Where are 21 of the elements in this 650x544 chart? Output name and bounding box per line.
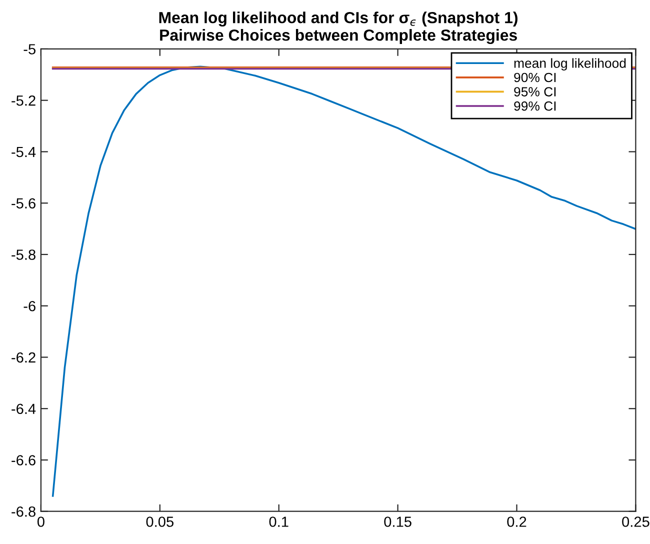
legend-label: mean log likelihood <box>514 58 626 70</box>
y-tick-label: -6.4 <box>12 404 36 414</box>
legend-label: 99% CI <box>514 101 556 111</box>
y-tick-label: -5.6 <box>12 198 36 209</box>
x-tick-label: 0.2 <box>507 516 526 527</box>
y-tick-label: -5 <box>24 44 36 54</box>
y-tick-label: -5.2 <box>12 95 36 106</box>
x-tick-label: 0.15 <box>384 516 412 527</box>
x-tick-label: 0.05 <box>146 516 174 527</box>
y-tick-label: -6.6 <box>12 455 36 466</box>
y-tick-label: -6.2 <box>12 352 36 363</box>
chart-title: Mean log likelihood and CIs for σ$_{ϵ}$ (Snapshot 1) Pairwise Choices between Complete Strategies <box>159 12 518 44</box>
y-tick-label: -6 <box>24 300 36 312</box>
x-tick-label: 0.1 <box>269 516 288 527</box>
y-tick-label: -6.8 <box>12 506 36 517</box>
x-tick-label: 0.25 <box>622 516 650 527</box>
legend-label: 95% CI <box>514 87 556 96</box>
y-tick-label: -5.4 <box>12 146 36 158</box>
x-tick-label: 0 <box>37 516 44 527</box>
legend-label: 90% CI <box>514 72 556 82</box>
y-tick-label: -5.8 <box>12 250 36 260</box>
